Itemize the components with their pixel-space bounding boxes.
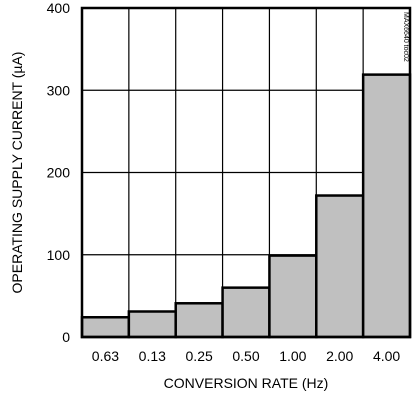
bar	[221, 286, 271, 339]
bar	[268, 254, 318, 339]
x-tick-labels: 0.63 0.13 0.25 0.50 1.00 2.00 4.00	[92, 348, 401, 364]
bars	[80, 73, 412, 339]
figure-id-watermark: MAX6640 toc02	[402, 12, 409, 62]
y-tick-label: 300	[47, 82, 71, 98]
y-axis-title: OPERATING SUPPLY CURRENT (µA)	[9, 52, 25, 294]
bar	[80, 316, 131, 339]
bar	[127, 310, 177, 339]
x-axis-title: CONVERSION RATE (Hz)	[164, 375, 329, 391]
x-tick-label: 1.00	[279, 348, 306, 364]
bar	[361, 73, 412, 339]
y-tick-label: 400	[47, 0, 71, 16]
bar	[174, 302, 224, 339]
y-tick-label: 200	[47, 165, 71, 181]
plot-frame	[80, 6, 412, 339]
x-tick-label: 4.00	[373, 348, 400, 364]
y-tick-labels: 0 100 200 300 400	[47, 0, 71, 345]
y-tick-label: 0	[62, 329, 70, 345]
y-tick-label: 100	[47, 247, 71, 263]
x-tick-label: 0.13	[139, 348, 166, 364]
x-tick-label: 0.25	[186, 348, 213, 364]
x-tick-label: 2.00	[326, 348, 353, 364]
x-tick-label: 0.50	[232, 348, 259, 364]
x-tick-label: 0.63	[92, 348, 119, 364]
bar	[315, 194, 365, 339]
